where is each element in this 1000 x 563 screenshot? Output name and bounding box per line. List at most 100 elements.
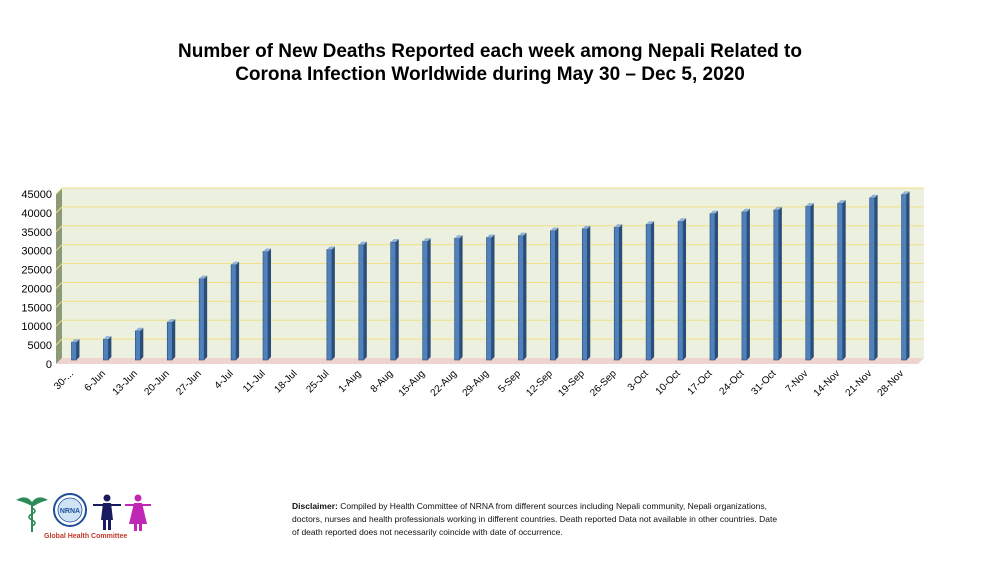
bar-top	[837, 200, 846, 204]
bar	[262, 248, 272, 361]
x-tick-label: 17-Oct	[686, 368, 715, 397]
bar-front	[422, 240, 428, 361]
y-tick-label: 25000	[21, 265, 52, 277]
x-tick-label: 29-Aug	[461, 368, 492, 399]
y-tick-label: 10000	[21, 321, 52, 333]
bar-top	[358, 241, 367, 245]
bar-top	[454, 235, 463, 239]
bar-top	[773, 206, 782, 210]
bar-side	[108, 336, 112, 360]
bar-side	[651, 221, 655, 360]
y-tick-label: 40000	[21, 208, 52, 220]
bar-front	[645, 223, 652, 361]
bar-side	[459, 235, 463, 360]
bar	[326, 246, 335, 361]
bar	[837, 200, 846, 361]
bar-top	[678, 218, 687, 222]
bar	[518, 232, 527, 361]
bar-side	[842, 200, 846, 360]
bar-top	[71, 339, 80, 343]
bar-side	[331, 246, 335, 360]
x-tick-label: 6-Jun	[83, 368, 108, 393]
x-tick-label: 18-Jul	[273, 368, 300, 395]
bar-front	[103, 338, 109, 361]
chart-title-line-2: Corona Infection Worldwide during May 30…	[235, 64, 745, 85]
bar-side	[906, 191, 910, 360]
bar-front	[135, 330, 141, 361]
x-tick-label: 10-Oct	[654, 368, 683, 397]
x-tick-label: 26-Sep	[588, 368, 619, 399]
bar-top	[550, 227, 559, 231]
bar-top	[614, 224, 623, 228]
y-tick-label: 0	[46, 359, 52, 371]
disclaimer-label: Disclaimer:	[292, 501, 338, 511]
bars	[71, 191, 910, 361]
bar-top	[231, 261, 240, 265]
bar-top	[199, 275, 208, 279]
bar	[581, 225, 591, 361]
y-tick-label: 15000	[21, 302, 52, 314]
bar	[230, 261, 240, 361]
bar-front	[805, 205, 812, 361]
bar-side	[491, 234, 495, 360]
bar-side	[268, 248, 272, 360]
bar-front	[901, 194, 907, 361]
bar-chart: 0 5000 10000 15000 20000 25000 30000 35000 40000…	[21, 187, 924, 399]
bar-front	[837, 202, 843, 361]
bar	[741, 208, 750, 361]
bar-top	[646, 221, 655, 225]
bar-side	[204, 275, 208, 360]
bar-front	[198, 278, 205, 361]
bar	[166, 319, 176, 361]
x-tick-label: 3-Oct	[626, 368, 651, 393]
y-tick-label: 20000	[21, 283, 52, 295]
x-tick-label: 27-Jun	[174, 368, 203, 397]
bar-front	[773, 209, 780, 361]
bar	[390, 239, 399, 361]
bar-front	[262, 251, 269, 361]
bar	[613, 224, 623, 361]
x-tick-label: 15-Aug	[397, 368, 428, 399]
bar-top	[326, 246, 335, 250]
x-tick-label: 21-Nov	[844, 368, 875, 399]
x-axis-ticks: 30-... 6-Jun 13-Jun 20-Jun 27-Jun 4-Jul 11-Jul…	[52, 368, 906, 399]
bar-front	[550, 230, 556, 361]
x-tick-label: 24-Oct	[718, 368, 747, 397]
bar-side	[555, 227, 559, 360]
bar-top	[135, 327, 144, 331]
bar-front	[358, 244, 365, 361]
logo-caption: Global Health Committee	[44, 533, 128, 540]
bar-side	[587, 225, 591, 360]
bar-front	[71, 341, 77, 361]
bar-front	[486, 237, 492, 361]
x-tick-label: 12-Sep	[524, 368, 555, 399]
bar-top	[167, 319, 176, 323]
bar-side	[714, 210, 718, 360]
bar-front	[518, 235, 524, 361]
x-tick-label: 1-Aug	[337, 368, 364, 395]
bar-top	[486, 234, 495, 238]
x-tick-label: 13-Jun	[111, 368, 140, 397]
bar-front	[677, 220, 684, 361]
woman-figure-icon	[125, 494, 151, 531]
bar	[901, 191, 910, 361]
bar-front	[581, 228, 588, 361]
disclaimer: Disclaimer: Compiled by Health Committee…	[292, 500, 782, 539]
y-tick-label: 30000	[21, 246, 52, 258]
health-committee-logos: NRNA	[16, 493, 151, 532]
x-tick-label: 30-...	[52, 368, 76, 392]
chart-title-line-1: Number of New Deaths Reported each week …	[178, 41, 802, 62]
plot-side-wall	[56, 188, 62, 364]
x-tick-label: 5-Sep	[496, 368, 523, 395]
bar-front	[454, 237, 460, 361]
bar-side	[172, 319, 176, 360]
y-tick-label: 35000	[21, 227, 52, 239]
bar-top	[518, 232, 527, 236]
bar-top	[390, 239, 399, 242]
bar-side	[874, 194, 878, 360]
caduceus-icon	[16, 497, 48, 532]
bar	[422, 238, 431, 361]
bar-top	[741, 208, 750, 212]
x-tick-label: 14-Nov	[812, 368, 843, 399]
x-tick-label: 31-Oct	[749, 368, 778, 397]
